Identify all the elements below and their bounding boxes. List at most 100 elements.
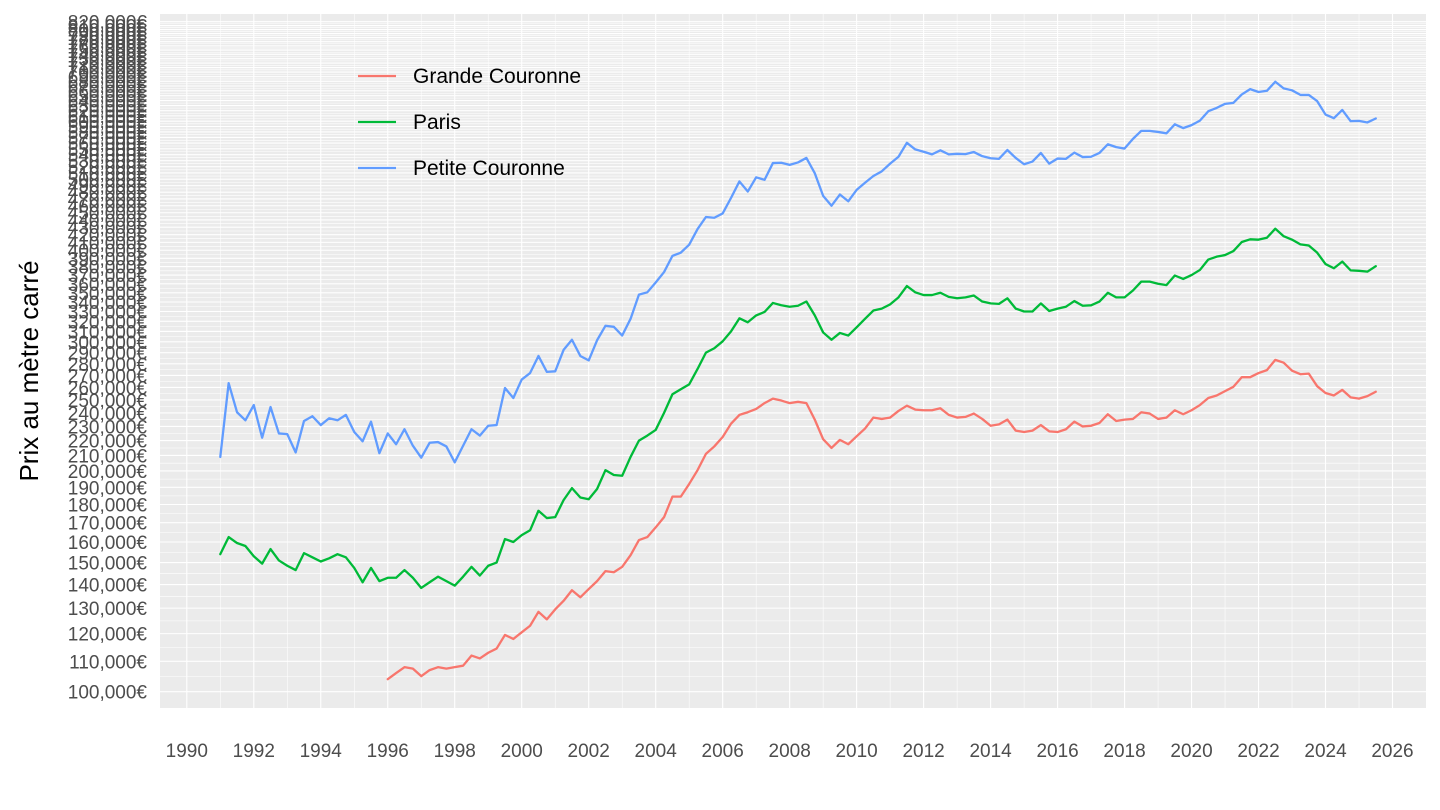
y-tick-label: 500,000€ [68, 170, 148, 191]
y-axis-label: Prix au mètre carré [14, 260, 44, 481]
y-tick-label: 350,000€ [68, 284, 148, 305]
y-tick-label: 320,000€ [68, 312, 148, 333]
y-tick-label: 360,000€ [68, 275, 148, 296]
y-tick-label: 740,000€ [68, 45, 148, 66]
y-tick-label: 300,000€ [68, 333, 148, 354]
y-tick-label: 430,000€ [68, 218, 148, 239]
y-tick-label: 570,000€ [68, 128, 148, 149]
legend-label-paris: Paris [413, 111, 461, 134]
y-tick-label: 330,000€ [68, 303, 148, 324]
y-tick-label: 410,000€ [68, 233, 148, 254]
y-tick-label: 390,000€ [68, 249, 148, 270]
x-tick-label: 2022 [1237, 741, 1279, 762]
y-tick-label: 200,000€ [68, 462, 148, 483]
y-tick-label: 660,000€ [68, 82, 148, 103]
x-tick-label: 2020 [1170, 741, 1212, 762]
y-tick-label: 670,000€ [68, 77, 148, 98]
y-tick-label: 710,000€ [68, 59, 148, 80]
x-tick-label: 2018 [1103, 741, 1145, 762]
series-line-grande-couronne [386, 358, 1377, 681]
x-tick-label: 2014 [969, 741, 1012, 762]
legend-label-petite-couronne: Petite Couronne [413, 157, 565, 180]
y-tick-label: 780,000€ [68, 29, 148, 50]
y-tick-label: 110,000€ [69, 652, 147, 673]
x-tick-label: 2002 [568, 741, 610, 762]
y-tick-label: 270,000€ [68, 366, 148, 387]
y-tick-label: 650,000€ [68, 87, 148, 108]
y-tick-label: 470,000€ [68, 190, 148, 211]
y-tick-label: 550,000€ [68, 140, 148, 161]
y-tick-label: 250,000€ [68, 391, 148, 412]
y-tick-label: 700,000€ [68, 63, 148, 84]
y-tick-label: 370,000€ [68, 266, 148, 287]
y-tick-label: 100,000€ [68, 683, 148, 704]
x-tick-label: 1996 [367, 741, 409, 762]
x-tick-label: 2004 [635, 741, 678, 762]
y-tick-label: 680,000€ [68, 72, 148, 93]
x-tick-label: 1994 [300, 741, 343, 762]
y-tick-label: 800,000€ [68, 21, 148, 42]
x-axis-tick-labels: 1990 1992 1994 1996 1998 2000 2002 2004 2006 2008… [166, 741, 1414, 762]
x-tick-label: 2026 [1371, 741, 1413, 762]
y-tick-label: 280,000€ [68, 355, 148, 376]
y-tick-label: 690,000€ [68, 68, 148, 89]
y-tick-label: 640,000€ [68, 92, 148, 113]
y-tick-label: 210,000€ [68, 446, 148, 467]
series-line-paris [219, 227, 1377, 590]
y-tick-label: 120,000€ [68, 625, 148, 646]
y-tick-label: 230,000€ [68, 417, 148, 438]
y-tick-label: 510,000€ [68, 164, 148, 185]
y-tick-label: 730,000€ [68, 50, 148, 71]
y-tick-label: 150,000€ [68, 554, 148, 575]
y-tick-label: 400,000€ [68, 241, 148, 262]
y-tick-label: 240,000€ [68, 404, 148, 425]
y-tick-label: 310,000€ [68, 322, 148, 343]
y-tick-label: 130,000€ [68, 599, 148, 620]
y-tick-label: 540,000€ [68, 146, 148, 167]
y-tick-label: 220,000€ [68, 432, 148, 453]
y-tick-label: 450,000€ [68, 204, 148, 225]
y-tick-label: 590,000€ [68, 117, 148, 138]
legend-label-grande-couronne: Grande Couronne [413, 65, 581, 88]
x-tick-label: 2012 [902, 741, 944, 762]
y-tick-label: 560,000€ [68, 134, 148, 155]
y-tick-label: 170,000€ [68, 514, 148, 535]
y-tick-label: 290,000€ [68, 344, 148, 365]
y-tick-label: 630,000€ [68, 97, 148, 118]
x-tick-label: 1998 [434, 741, 476, 762]
x-tick-label: 2010 [835, 741, 877, 762]
y-tick-label: 600,000€ [68, 112, 148, 133]
y-tick-label: 480,000€ [68, 183, 148, 204]
minor-gridlines [160, 14, 1426, 708]
y-tick-label: 460,000€ [68, 197, 148, 218]
y-tick-label: 530,000€ [68, 152, 148, 173]
x-tick-label: 1990 [166, 741, 208, 762]
y-tick-label: 190,000€ [68, 478, 148, 499]
y-tick-label: 750,000€ [68, 41, 148, 62]
y-tick-label: 580,000€ [68, 123, 148, 144]
y-tick-label: 420,000€ [68, 226, 148, 247]
y-tick-label: 520,000€ [68, 158, 148, 179]
x-tick-label: 2016 [1036, 741, 1078, 762]
y-tick-label: 620,000€ [68, 102, 148, 123]
y-tick-label: 720,000€ [68, 54, 148, 75]
y-tick-label: 260,000€ [68, 378, 148, 399]
y-tick-label: 180,000€ [68, 496, 148, 517]
plot-panel [160, 14, 1426, 708]
y-tick-label: 820,000€ [68, 13, 148, 34]
legend: Grande Couronne Paris Petite Couronne [358, 65, 581, 180]
x-tick-label: 1992 [233, 741, 275, 762]
y-tick-label: 490,000€ [68, 177, 148, 198]
y-tick-label: 140,000€ [68, 576, 148, 597]
series-lines [219, 80, 1377, 681]
series-line-petite-couronne [219, 80, 1377, 464]
major-gridlines [160, 14, 1426, 708]
x-tick-label: 2008 [769, 741, 811, 762]
y-tick-label: 770,000€ [68, 33, 148, 54]
y-tick-label: 160,000€ [68, 533, 148, 554]
x-tick-label: 2024 [1304, 741, 1347, 762]
x-tick-label: 2006 [702, 741, 744, 762]
y-tick-label: 790,000€ [68, 25, 148, 46]
